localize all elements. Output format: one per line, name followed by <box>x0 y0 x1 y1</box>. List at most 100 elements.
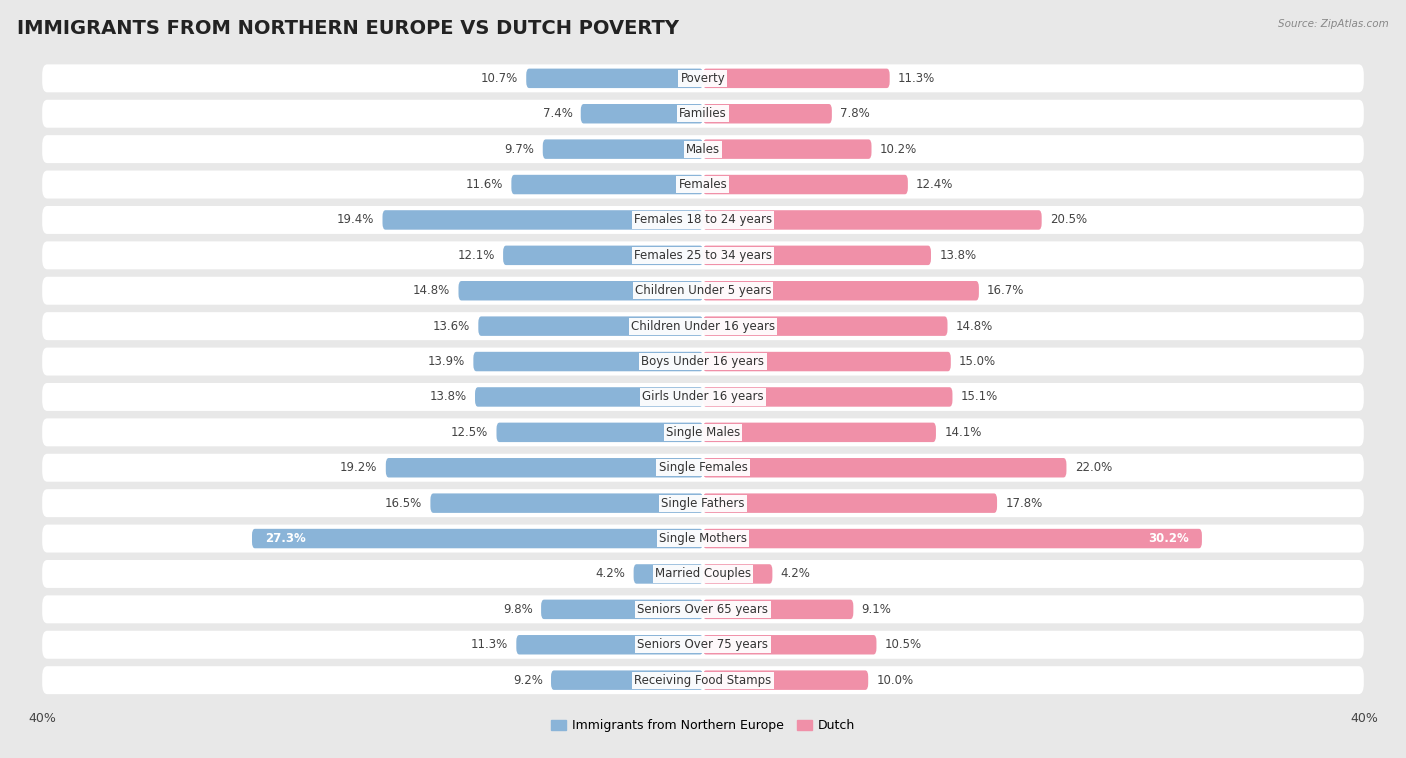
Text: Families: Families <box>679 107 727 121</box>
FancyBboxPatch shape <box>634 564 703 584</box>
Text: 19.2%: 19.2% <box>340 462 378 475</box>
Text: 9.7%: 9.7% <box>505 143 534 155</box>
Text: Seniors Over 75 years: Seniors Over 75 years <box>637 638 769 651</box>
FancyBboxPatch shape <box>503 246 703 265</box>
Text: 7.4%: 7.4% <box>543 107 572 121</box>
FancyBboxPatch shape <box>703 600 853 619</box>
Text: Source: ZipAtlas.com: Source: ZipAtlas.com <box>1278 19 1389 29</box>
FancyBboxPatch shape <box>42 277 1364 305</box>
Text: Poverty: Poverty <box>681 72 725 85</box>
FancyBboxPatch shape <box>42 135 1364 163</box>
Text: Females 18 to 24 years: Females 18 to 24 years <box>634 214 772 227</box>
FancyBboxPatch shape <box>703 423 936 442</box>
Text: 11.3%: 11.3% <box>471 638 508 651</box>
FancyBboxPatch shape <box>42 312 1364 340</box>
Text: IMMIGRANTS FROM NORTHERN EUROPE VS DUTCH POVERTY: IMMIGRANTS FROM NORTHERN EUROPE VS DUTCH… <box>17 19 679 38</box>
Text: 14.1%: 14.1% <box>945 426 981 439</box>
Text: 10.2%: 10.2% <box>880 143 917 155</box>
Text: Children Under 5 years: Children Under 5 years <box>634 284 772 297</box>
FancyBboxPatch shape <box>42 348 1364 375</box>
FancyBboxPatch shape <box>252 529 703 548</box>
Text: 12.5%: 12.5% <box>451 426 488 439</box>
Text: 9.1%: 9.1% <box>862 603 891 615</box>
Text: 13.8%: 13.8% <box>939 249 976 262</box>
Text: 20.5%: 20.5% <box>1050 214 1087 227</box>
FancyBboxPatch shape <box>474 352 703 371</box>
Text: 16.5%: 16.5% <box>385 496 422 509</box>
Text: Females: Females <box>679 178 727 191</box>
FancyBboxPatch shape <box>42 171 1364 199</box>
Text: 12.1%: 12.1% <box>457 249 495 262</box>
FancyBboxPatch shape <box>42 206 1364 234</box>
Text: Single Females: Single Females <box>658 462 748 475</box>
Text: Children Under 16 years: Children Under 16 years <box>631 320 775 333</box>
Text: 30.2%: 30.2% <box>1147 532 1188 545</box>
FancyBboxPatch shape <box>703 529 1202 548</box>
FancyBboxPatch shape <box>42 595 1364 623</box>
Text: 19.4%: 19.4% <box>337 214 374 227</box>
FancyBboxPatch shape <box>42 383 1364 411</box>
FancyBboxPatch shape <box>526 69 703 88</box>
FancyBboxPatch shape <box>703 387 952 407</box>
FancyBboxPatch shape <box>478 316 703 336</box>
FancyBboxPatch shape <box>703 246 931 265</box>
Text: Receiving Food Stamps: Receiving Food Stamps <box>634 674 772 687</box>
FancyBboxPatch shape <box>703 352 950 371</box>
Text: Single Males: Single Males <box>666 426 740 439</box>
FancyBboxPatch shape <box>703 670 868 690</box>
Text: 16.7%: 16.7% <box>987 284 1025 297</box>
FancyBboxPatch shape <box>703 104 832 124</box>
Text: Males: Males <box>686 143 720 155</box>
Text: Boys Under 16 years: Boys Under 16 years <box>641 355 765 368</box>
FancyBboxPatch shape <box>581 104 703 124</box>
Text: 9.8%: 9.8% <box>503 603 533 615</box>
FancyBboxPatch shape <box>703 175 908 194</box>
Text: 14.8%: 14.8% <box>413 284 450 297</box>
Text: 13.6%: 13.6% <box>433 320 470 333</box>
FancyBboxPatch shape <box>42 560 1364 588</box>
Text: Single Fathers: Single Fathers <box>661 496 745 509</box>
Text: 13.9%: 13.9% <box>427 355 465 368</box>
FancyBboxPatch shape <box>703 564 772 584</box>
Text: Married Couples: Married Couples <box>655 568 751 581</box>
FancyBboxPatch shape <box>42 100 1364 128</box>
Text: 11.3%: 11.3% <box>898 72 935 85</box>
Text: 10.7%: 10.7% <box>481 72 517 85</box>
FancyBboxPatch shape <box>42 418 1364 446</box>
Text: Girls Under 16 years: Girls Under 16 years <box>643 390 763 403</box>
FancyBboxPatch shape <box>42 64 1364 92</box>
FancyBboxPatch shape <box>703 210 1042 230</box>
Text: 7.8%: 7.8% <box>841 107 870 121</box>
FancyBboxPatch shape <box>385 458 703 478</box>
FancyBboxPatch shape <box>42 525 1364 553</box>
Text: 13.8%: 13.8% <box>430 390 467 403</box>
Text: Seniors Over 65 years: Seniors Over 65 years <box>637 603 769 615</box>
FancyBboxPatch shape <box>703 281 979 300</box>
FancyBboxPatch shape <box>42 241 1364 269</box>
FancyBboxPatch shape <box>703 139 872 159</box>
Text: 22.0%: 22.0% <box>1074 462 1112 475</box>
FancyBboxPatch shape <box>42 666 1364 694</box>
Text: Females 25 to 34 years: Females 25 to 34 years <box>634 249 772 262</box>
FancyBboxPatch shape <box>703 493 997 513</box>
Text: 10.5%: 10.5% <box>884 638 922 651</box>
FancyBboxPatch shape <box>42 454 1364 482</box>
FancyBboxPatch shape <box>475 387 703 407</box>
Text: Single Mothers: Single Mothers <box>659 532 747 545</box>
FancyBboxPatch shape <box>496 423 703 442</box>
FancyBboxPatch shape <box>516 635 703 654</box>
FancyBboxPatch shape <box>42 489 1364 517</box>
FancyBboxPatch shape <box>703 458 1066 478</box>
FancyBboxPatch shape <box>543 139 703 159</box>
FancyBboxPatch shape <box>703 316 948 336</box>
FancyBboxPatch shape <box>512 175 703 194</box>
FancyBboxPatch shape <box>430 493 703 513</box>
FancyBboxPatch shape <box>551 670 703 690</box>
FancyBboxPatch shape <box>42 631 1364 659</box>
Text: 10.0%: 10.0% <box>876 674 914 687</box>
FancyBboxPatch shape <box>703 69 890 88</box>
Legend: Immigrants from Northern Europe, Dutch: Immigrants from Northern Europe, Dutch <box>546 714 860 738</box>
FancyBboxPatch shape <box>458 281 703 300</box>
Text: 12.4%: 12.4% <box>917 178 953 191</box>
Text: 14.8%: 14.8% <box>956 320 993 333</box>
